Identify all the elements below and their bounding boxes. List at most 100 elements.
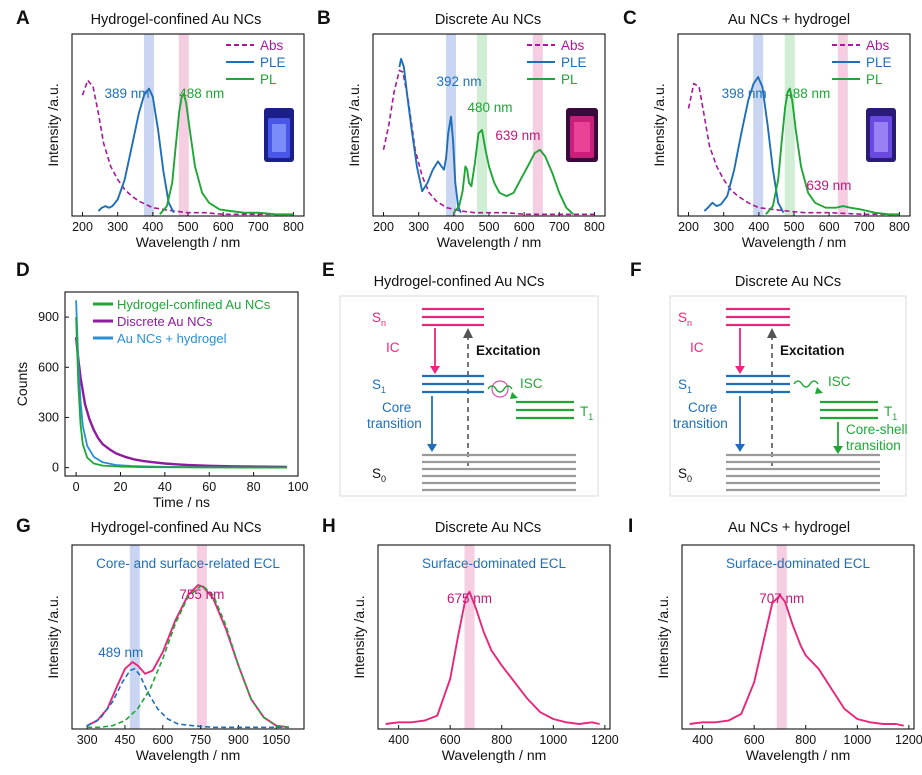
x-tick-label: 200 xyxy=(373,220,394,234)
s0-levels xyxy=(422,453,576,492)
x-tick-label: 200 xyxy=(72,220,93,234)
panel-letter-b: B xyxy=(317,8,331,29)
peak-band xyxy=(143,34,154,216)
panel-h: H Discrete Au NCs 400 600 800 1000 1200 Wavel… xyxy=(322,516,619,763)
legend-label: Au NCs + hydrogel xyxy=(117,331,227,346)
plot-b: 200 300 400 500 600 700 800 Wavelength / nm Inte… xyxy=(346,33,606,250)
diagram-e-frame xyxy=(339,295,599,497)
legend-label: PLE xyxy=(260,55,286,70)
peak-label: 639 nm xyxy=(806,178,851,193)
peak-band xyxy=(196,545,207,729)
core-label: Core xyxy=(382,400,411,415)
x-tick-label: 600 xyxy=(152,733,173,747)
peak-label: 392 nm xyxy=(437,74,482,89)
x-tick-label: 800 xyxy=(584,220,605,234)
legend-label: PLE xyxy=(866,55,892,70)
x-axis-label: Wavelength / nm xyxy=(437,234,542,250)
excitation-label: Excitation xyxy=(780,343,845,358)
series-line-abs xyxy=(382,69,595,216)
x-tick-label: 600 xyxy=(514,220,535,234)
x-tick-label: 1050 xyxy=(262,733,290,747)
vial-c xyxy=(866,108,896,162)
x-tick-label: 400 xyxy=(443,220,464,234)
panel-letter-i: I xyxy=(628,516,633,537)
series-line-ple xyxy=(703,76,785,214)
x-tick-label: 300 xyxy=(107,220,128,234)
series-line-pl xyxy=(159,92,294,216)
legend-label: Abs xyxy=(561,38,585,53)
peak-band xyxy=(464,545,475,729)
legend-label: Abs xyxy=(866,38,890,53)
x-tick-label: 1200 xyxy=(895,733,922,747)
x-axis-label: Wavelength / nm xyxy=(746,747,851,763)
panel-i: I Au NCs + hydrogel 400 600 800 1000 1200 Wav… xyxy=(628,516,922,763)
y-tick-label: 900 xyxy=(38,310,59,324)
ecl-description: Core- and surface-related ECL xyxy=(96,556,280,571)
peak-band xyxy=(784,34,795,216)
y-axis-label: Intensity /a.u. xyxy=(655,595,671,678)
x-tick-label: 700 xyxy=(854,220,875,234)
x-axis-label: Time / ns xyxy=(153,494,210,510)
peak-label: 488 nm xyxy=(785,86,830,101)
peak-band xyxy=(129,545,140,729)
vial-b xyxy=(566,108,598,162)
sn-levels xyxy=(726,307,790,327)
panel-e: E Hydrogel-confined Au NCs Sn IC Excitat… xyxy=(322,260,599,497)
panel-f: F Discrete Au NCs Sn IC Excitation S1 IS… xyxy=(630,260,908,497)
x-axis-label: Wavelength / nm xyxy=(442,747,547,763)
panel-a: A Hydrogel-confined Au NCs 200 300 400 500 6… xyxy=(16,8,305,250)
y-axis-label: Intensity /a.u. xyxy=(651,83,667,166)
ecl-description: Surface-dominated ECL xyxy=(726,556,871,571)
x-tick-label: 60 xyxy=(202,480,216,494)
s1-levels xyxy=(726,374,790,394)
x-tick-label: 300 xyxy=(713,220,734,234)
core-label: Core xyxy=(688,400,717,415)
panel-g: G Hydrogel-confined Au NCs 300 450 600 750 9… xyxy=(16,516,305,763)
legend-label: Abs xyxy=(260,38,284,53)
ic-label: IC xyxy=(690,340,704,355)
peak-label: 755 nm xyxy=(179,587,224,602)
plot-frame xyxy=(71,544,305,730)
sn-label: Sn xyxy=(678,310,692,328)
t1-label: T1 xyxy=(884,404,897,422)
panel-letter-d: D xyxy=(16,260,30,281)
t1-levels xyxy=(516,400,574,420)
x-tick-label: 500 xyxy=(479,220,500,234)
panel-e-title: Hydrogel-confined Au NCs xyxy=(374,274,545,290)
series-line xyxy=(75,317,287,469)
x-tick-label: 80 xyxy=(247,480,261,494)
x-tick-label: 500 xyxy=(784,220,805,234)
x-tick-label: 500 xyxy=(178,220,199,234)
x-tick-label: 40 xyxy=(158,480,172,494)
series-line-abs xyxy=(687,82,900,216)
series-line-pl xyxy=(765,87,900,216)
panel-g-title: Hydrogel-confined Au NCs xyxy=(91,520,262,536)
s0-label: S0 xyxy=(372,466,386,484)
peak-label: 398 nm xyxy=(722,86,767,101)
s0-label: S0 xyxy=(678,466,692,484)
x-tick-label: 600 xyxy=(440,733,461,747)
x-tick-label: 400 xyxy=(692,733,713,747)
panel-i-title: Au NCs + hydrogel xyxy=(728,520,850,536)
isc-label: ISC xyxy=(828,374,851,389)
x-tick-label: 600 xyxy=(819,220,840,234)
series-line xyxy=(74,337,287,469)
x-tick-label: 700 xyxy=(549,220,570,234)
isc-label: ISC xyxy=(520,376,543,391)
plot-d: 0 20 40 60 80 100 0 300 600 900 Time / ns Counts Hyd… xyxy=(14,291,308,510)
series-line-core xyxy=(86,668,289,729)
panel-letter-f: F xyxy=(630,260,642,281)
vial-a xyxy=(264,108,294,162)
peak-label: 489 nm xyxy=(98,645,143,660)
plot-i: 400 600 800 1000 1200 Wavelength / nm Intensit… xyxy=(655,544,922,763)
series-line-pl xyxy=(453,129,575,215)
isc-circle xyxy=(491,380,509,398)
excitation-label: Excitation xyxy=(476,343,541,358)
x-tick-label: 800 xyxy=(795,733,816,747)
plot-frame xyxy=(64,291,299,477)
series-line-ecl xyxy=(689,594,904,727)
x-tick-label: 300 xyxy=(408,220,429,234)
diagram-f-frame xyxy=(669,295,907,497)
legend-label: Hydrogel-confined Au NCs xyxy=(117,297,271,312)
